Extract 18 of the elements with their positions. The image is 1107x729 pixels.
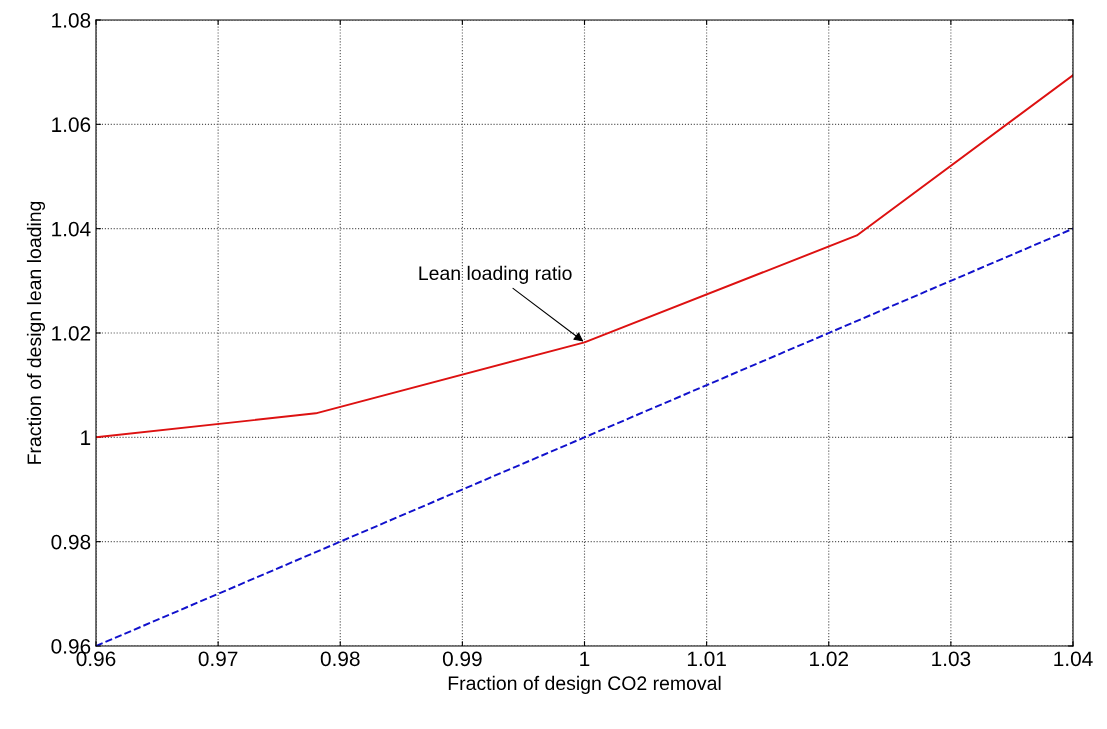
annotation: Lean loading ratio — [419, 265, 572, 284]
line-series — [96, 74, 1073, 439]
y-tick-label: 1.04 — [52, 221, 91, 237]
y-tick-label: 1 — [81, 430, 91, 445]
x-axis-title: Fraction of design CO2 removal — [448, 675, 721, 694]
x-tick-label: 0.99 — [442, 651, 482, 667]
y-axis-title: Fraction of design lean loading — [26, 201, 46, 464]
y-tick-label: 1.06 — [52, 117, 91, 133]
y-tick-label: 1.02 — [52, 326, 91, 341]
x-tick-label: 0.97 — [198, 651, 238, 667]
x-tick-label: 1.03 — [932, 651, 971, 667]
y-tick-label: 0.98 — [51, 534, 91, 550]
x-tick-label: 1.02 — [810, 651, 848, 667]
x-tick-label: 0.98 — [320, 651, 360, 667]
y-tick-label: 1.08 — [52, 13, 91, 28]
x-tick-label: 1.01 — [687, 651, 726, 667]
x-tick-label: 1.04 — [1054, 651, 1093, 667]
x-tick-label: 1 — [580, 651, 590, 666]
